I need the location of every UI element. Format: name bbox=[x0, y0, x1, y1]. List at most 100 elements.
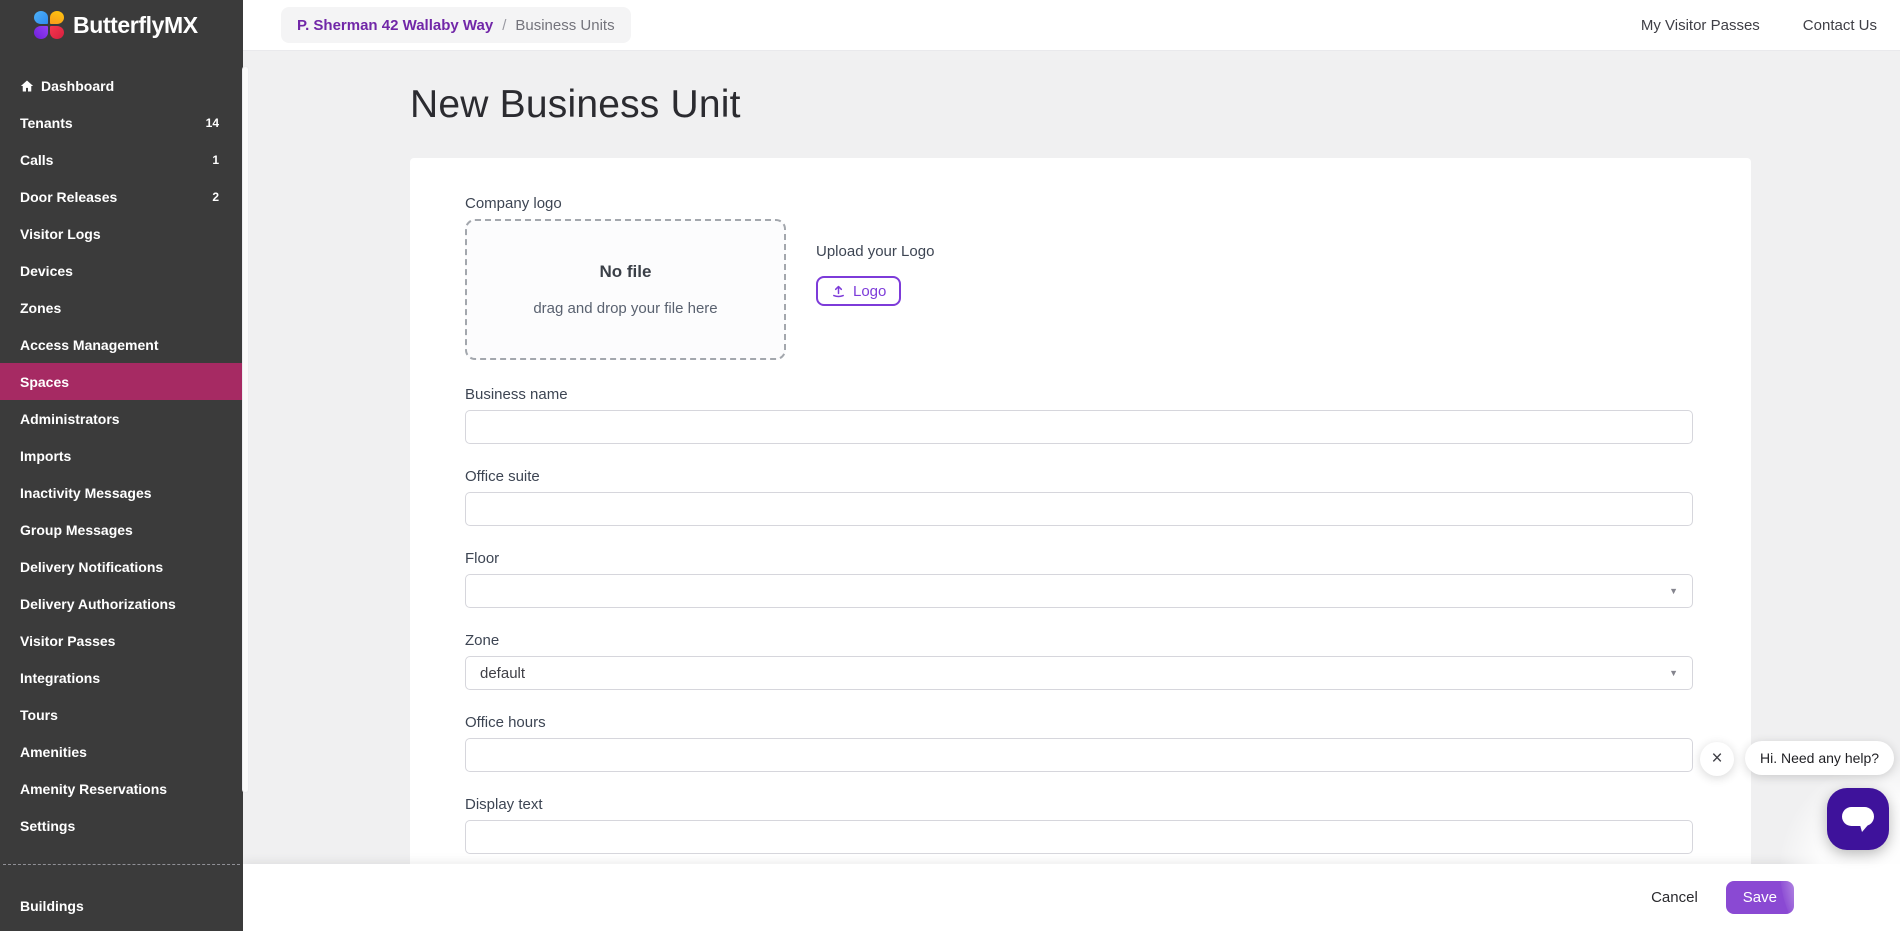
upload-column: Upload your Logo Logo bbox=[816, 219, 934, 360]
display-text-label: Display text bbox=[465, 796, 543, 813]
form-fields: Business name Office suite Floor ▼ Zone defau… bbox=[465, 386, 1693, 854]
contact-us-link[interactable]: Contact Us bbox=[1802, 16, 1877, 34]
zone-select[interactable]: default ▼ bbox=[465, 656, 1693, 690]
chat-launcher-button[interactable] bbox=[1827, 788, 1889, 850]
sidebar-item-label: Settings bbox=[20, 817, 76, 834]
chat-bubble-icon bbox=[1841, 804, 1875, 834]
sidebar-item-settings[interactable]: Settings bbox=[0, 807, 243, 844]
chat-tooltip[interactable]: Hi. Need any help? bbox=[1745, 741, 1895, 775]
sidebar-item-label: Integrations bbox=[20, 669, 101, 686]
sidebar-item-imports[interactable]: Imports bbox=[0, 437, 243, 474]
breadcrumb: P. Sherman 42 Wallaby Way / Business Uni… bbox=[281, 7, 631, 43]
sidebar-item-dashboard[interactable]: Dashboard bbox=[0, 67, 243, 104]
topbar: P. Sherman 42 Wallaby Way / Business Uni… bbox=[243, 0, 1900, 51]
sidebar-item-label: Access Management bbox=[20, 336, 159, 353]
upload-your-logo-label: Upload your Logo bbox=[816, 243, 935, 260]
sidebar-nav: Dashboard Tenants 14 Calls 1 Door Releases 2 Vi… bbox=[0, 67, 243, 844]
floor-label: Floor bbox=[465, 550, 500, 567]
office-suite-input[interactable] bbox=[465, 492, 1693, 526]
sidebar-item-calls[interactable]: Calls 1 bbox=[0, 141, 243, 178]
sidebar: ButterflyMX Dashboard Tenants 14 Calls 1 Door… bbox=[0, 0, 243, 931]
sidebar-item-label: Tenants bbox=[20, 114, 73, 131]
sidebar-item-zones[interactable]: Zones bbox=[0, 289, 243, 326]
sidebar-item-delivery-notifications[interactable]: Delivery Notifications bbox=[0, 548, 243, 585]
field-floor: Floor ▼ bbox=[465, 550, 1693, 608]
sidebar-item-label: Calls bbox=[20, 151, 54, 168]
sidebar-scrollbar[interactable] bbox=[242, 66, 249, 793]
sidebar-item-label: Amenity Reservations bbox=[20, 780, 168, 797]
brand-name: ButterflyMX bbox=[73, 12, 198, 38]
sidebar-item-label: Door Releases bbox=[20, 188, 118, 205]
sidebar-item-visitor-passes[interactable]: Visitor Passes bbox=[0, 622, 243, 659]
floor-select[interactable]: ▼ bbox=[465, 574, 1693, 608]
butterfly-logo-icon bbox=[34, 11, 65, 40]
zone-select-value: default bbox=[480, 664, 526, 682]
cancel-button[interactable]: Cancel bbox=[1651, 889, 1698, 906]
sidebar-item-label: Delivery Notifications bbox=[20, 558, 164, 575]
office-suite-label: Office suite bbox=[465, 468, 540, 485]
sidebar-item-door-releases[interactable]: Door Releases 2 bbox=[0, 178, 243, 215]
office-hours-input[interactable] bbox=[465, 738, 1693, 772]
sidebar-divider bbox=[3, 864, 240, 865]
sidebar-secondary-nav: Buildings bbox=[0, 887, 243, 924]
field-office-hours: Office hours bbox=[465, 714, 1693, 772]
sidebar-item-label: Group Messages bbox=[20, 521, 133, 538]
sidebar-item-label: Dashboard bbox=[41, 77, 115, 94]
sidebar-item-label: Tours bbox=[20, 706, 58, 723]
sidebar-item-amenities[interactable]: Amenities bbox=[0, 733, 243, 770]
sidebar-item-visitor-logs[interactable]: Visitor Logs bbox=[0, 215, 243, 252]
business-name-input[interactable] bbox=[465, 410, 1693, 444]
sidebar-item-inactivity-messages[interactable]: Inactivity Messages bbox=[0, 474, 243, 511]
sidebar-item-access-management[interactable]: Access Management bbox=[0, 326, 243, 363]
save-button[interactable]: Save bbox=[1725, 881, 1794, 914]
sidebar-item-buildings[interactable]: Buildings bbox=[0, 887, 243, 924]
business-name-label: Business name bbox=[465, 386, 568, 403]
brand-logo[interactable]: ButterflyMX bbox=[0, 0, 243, 51]
sidebar-item-label: Imports bbox=[20, 447, 72, 464]
breadcrumb-current: Business Units bbox=[515, 16, 615, 34]
sidebar-item-tours[interactable]: Tours bbox=[0, 696, 243, 733]
company-logo-label: Company logo bbox=[465, 195, 562, 212]
badge-count: 2 bbox=[212, 189, 219, 204]
new-business-unit-form-card: Company logo No file drag and drop your … bbox=[410, 158, 1751, 931]
field-display-text: Display text bbox=[465, 796, 1693, 854]
chat-tooltip-close-button[interactable]: × bbox=[1700, 742, 1734, 776]
upload-icon bbox=[831, 284, 846, 299]
sidebar-item-group-messages[interactable]: Group Messages bbox=[0, 511, 243, 548]
chevron-down-icon: ▼ bbox=[1669, 668, 1678, 678]
sidebar-item-amenity-reservations[interactable]: Amenity Reservations bbox=[0, 770, 243, 807]
field-zone: Zone default ▼ bbox=[465, 632, 1693, 690]
upload-logo-button[interactable]: Logo bbox=[816, 276, 902, 306]
logo-dropzone[interactable]: No file drag and drop your file here bbox=[465, 219, 786, 360]
field-office-suite: Office suite bbox=[465, 468, 1693, 526]
sidebar-item-administrators[interactable]: Administrators bbox=[0, 400, 243, 437]
form-action-bar: Cancel Save bbox=[243, 864, 1900, 931]
sidebar-item-tenants[interactable]: Tenants 14 bbox=[0, 104, 243, 141]
sidebar-item-label: Administrators bbox=[20, 410, 120, 427]
sidebar-item-integrations[interactable]: Integrations bbox=[0, 659, 243, 696]
sidebar-item-label: Inactivity Messages bbox=[20, 484, 152, 501]
sidebar-item-spaces[interactable]: Spaces bbox=[0, 363, 243, 400]
sidebar-item-label: Visitor Passes bbox=[20, 632, 116, 649]
sidebar-item-label: Visitor Logs bbox=[20, 225, 101, 242]
chevron-down-icon: ▼ bbox=[1669, 586, 1678, 596]
zone-label: Zone bbox=[465, 632, 500, 649]
my-visitor-passes-link[interactable]: My Visitor Passes bbox=[1640, 16, 1760, 34]
sidebar-item-label: Amenities bbox=[20, 743, 87, 760]
sidebar-item-delivery-authorizations[interactable]: Delivery Authorizations bbox=[0, 585, 243, 622]
logo-upload-row: No file drag and drop your file here Upl… bbox=[465, 219, 1693, 360]
sidebar-item-label: Buildings bbox=[20, 897, 84, 914]
badge-count: 1 bbox=[212, 152, 219, 167]
badge-count: 14 bbox=[205, 115, 219, 130]
upload-logo-button-label: Logo bbox=[853, 282, 887, 300]
sidebar-item-label: Devices bbox=[20, 262, 73, 279]
page-title: New Business Unit bbox=[410, 83, 741, 126]
breadcrumb-property-link[interactable]: P. Sherman 42 Wallaby Way bbox=[297, 16, 494, 34]
sidebar-item-label: Zones bbox=[20, 299, 62, 316]
display-text-input[interactable] bbox=[465, 820, 1693, 854]
sidebar-item-devices[interactable]: Devices bbox=[0, 252, 243, 289]
topbar-links: My Visitor Passes Contact Us bbox=[1641, 17, 1900, 34]
dropzone-title: No file bbox=[599, 262, 652, 281]
office-hours-label: Office hours bbox=[465, 714, 546, 731]
